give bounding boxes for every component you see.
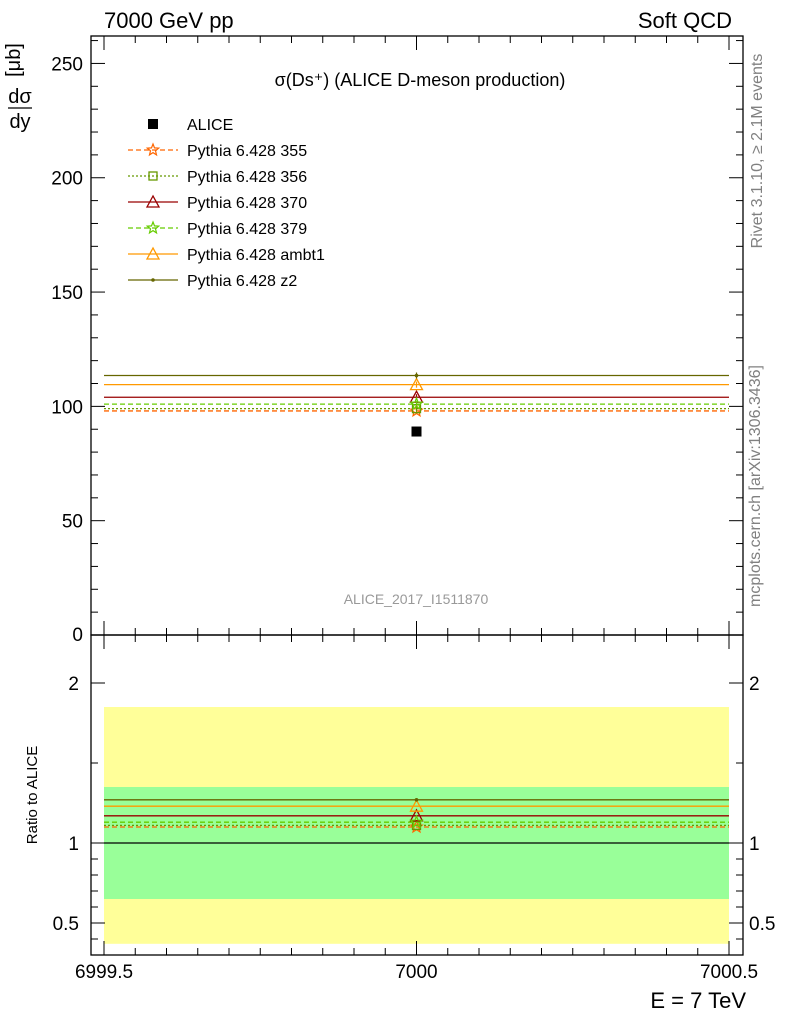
ratio-y-tick-label-right: 0.5 (749, 914, 775, 935)
legend-marker-data (148, 119, 158, 129)
legend-label: Pythia 6.428 379 (187, 221, 307, 238)
rivet-version-label: Rivet 3.1.10, ≥ 2.1M events (749, 53, 766, 249)
x-axis-label: E = 7 TeV (650, 988, 746, 1013)
y-tick-label-zero: 0 (72, 625, 83, 646)
y-axis-denominator: dy (9, 111, 30, 133)
legend-label: Pythia 6.428 356 (187, 169, 307, 186)
y-tick-label: 50 (62, 512, 83, 533)
ratio-y-tick-label: 1 (68, 834, 79, 855)
legend-marker (145, 142, 161, 157)
ratio-y-tick-label-right: 2 (749, 674, 760, 695)
x-tick-label: 7000 (395, 962, 437, 983)
ratio-y-tick-label-right: 1 (749, 834, 760, 855)
header-left-label: 7000 GeV pp (104, 8, 234, 33)
ratio-y-axis-label: Ratio to ALICE (24, 746, 41, 844)
legend-label: Pythia 6.428 z2 (187, 273, 297, 290)
ratio-series-marker (409, 814, 424, 829)
mc-series-marker (409, 396, 424, 411)
y-tick-label: 250 (51, 54, 83, 75)
legend-label-data: ALICE (187, 117, 233, 134)
plot-title: σ(Ds⁺) (ALICE D-meson production) (275, 70, 566, 90)
legend-label: Pythia 6.428 370 (187, 195, 307, 212)
legend-marker (151, 278, 155, 282)
x-tick-label: 7000.5 (700, 962, 758, 983)
y-tick-label: 100 (51, 397, 83, 418)
ratio-series-marker (409, 798, 424, 812)
y-tick-label: 150 (51, 283, 83, 304)
y-axis-numerator: dσ (8, 86, 32, 108)
legend-marker (145, 194, 161, 208)
ratio-series-marker (409, 808, 424, 822)
legend-marker (148, 171, 158, 181)
header-right-label: Soft QCD (637, 8, 732, 33)
ratio-y-tick-label: 2 (68, 674, 79, 695)
mc-series-marker (414, 373, 419, 378)
y-axis-unit: [μb] (3, 43, 25, 77)
x-tick-label: 6999.5 (75, 962, 133, 983)
legend-marker (145, 246, 161, 260)
main-plot: ALICE Pythia 6.428 355 Pythia 6.428 356 Pyt… (51, 35, 744, 646)
data-point (411, 426, 422, 437)
ratio-plot: 0.5 0.5 1 1 2 2 6999.5 7000 7000.5 (53, 634, 775, 983)
mc-series-marker (409, 377, 424, 391)
legend-label: Pythia 6.428 ambt1 (187, 247, 325, 264)
legend-marker (145, 220, 161, 235)
ratio-y-tick-label: 0.5 (53, 914, 79, 935)
y-tick-label: 200 (51, 169, 83, 190)
analysis-watermark: ALICE_2017_I1511870 (344, 591, 489, 607)
mcplots-reference-label: mcplots.cern.ch [arXiv:1306.3436] (747, 365, 764, 607)
legend-label: Pythia 6.428 355 (187, 143, 307, 160)
ratio-series-marker (414, 798, 419, 802)
